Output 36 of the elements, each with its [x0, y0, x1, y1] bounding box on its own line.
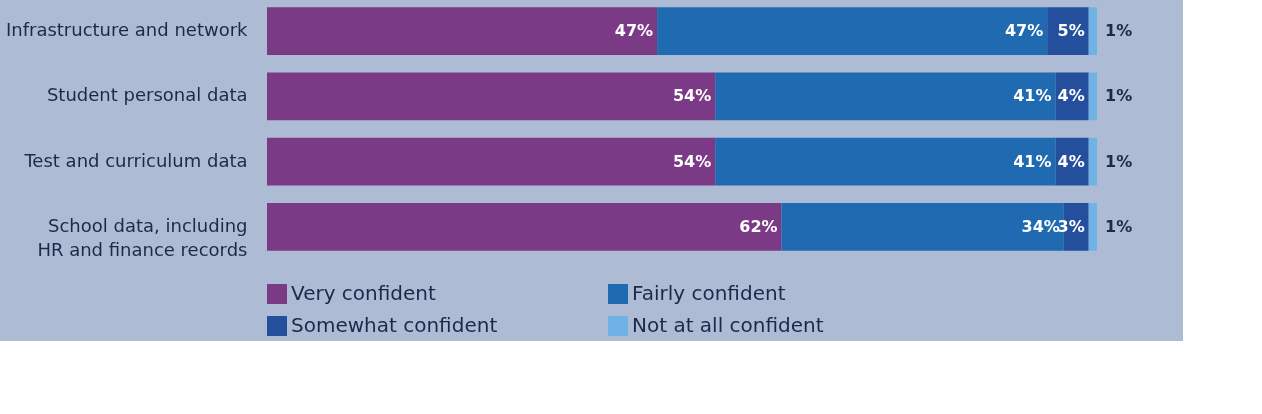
- data-label: 1%: [1105, 86, 1133, 106]
- legend-label: Somewhat confident: [291, 313, 498, 337]
- data-label: 1%: [1105, 151, 1133, 171]
- data-label: 34%: [1021, 216, 1060, 236]
- y-tick-label: School data, including HR and finance records: [37, 214, 248, 260]
- data-label: 3%: [1057, 216, 1085, 236]
- bar: [1088, 72, 1097, 121]
- bar: [267, 72, 716, 121]
- bar: [267, 137, 716, 186]
- bar: [267, 203, 782, 251]
- data-label: 1%: [1105, 216, 1133, 236]
- bar: [1047, 7, 1089, 55]
- data-label: 41%: [1013, 86, 1052, 106]
- data-label: 54%: [672, 151, 712, 171]
- data-label: 4%: [1057, 86, 1085, 106]
- data-label: 1%: [1105, 21, 1133, 41]
- legend-label: Fairly confident: [632, 281, 786, 305]
- data-label: 4%: [1057, 151, 1085, 171]
- y-tick-label: Student personal data: [46, 84, 248, 106]
- bar: [267, 7, 658, 55]
- bar: [1088, 203, 1097, 251]
- bar: [1088, 137, 1097, 186]
- y-tick-label: Infrastructure and network: [5, 19, 249, 41]
- legend-label: Not at all confident: [632, 313, 824, 337]
- data-label: 41%: [1013, 151, 1052, 171]
- data-label: 47%: [1004, 21, 1044, 41]
- y-tick-label: Test and curriculum data: [23, 149, 248, 171]
- bar: [715, 72, 1056, 121]
- bar: [657, 7, 1048, 55]
- bar: [1088, 7, 1097, 55]
- data-label: 47%: [614, 21, 654, 41]
- data-label: 62%: [739, 216, 778, 236]
- bar: [715, 137, 1056, 186]
- data-label: 54%: [672, 86, 712, 106]
- legend-label: Very confident: [291, 281, 437, 305]
- data-label: 5%: [1057, 21, 1085, 41]
